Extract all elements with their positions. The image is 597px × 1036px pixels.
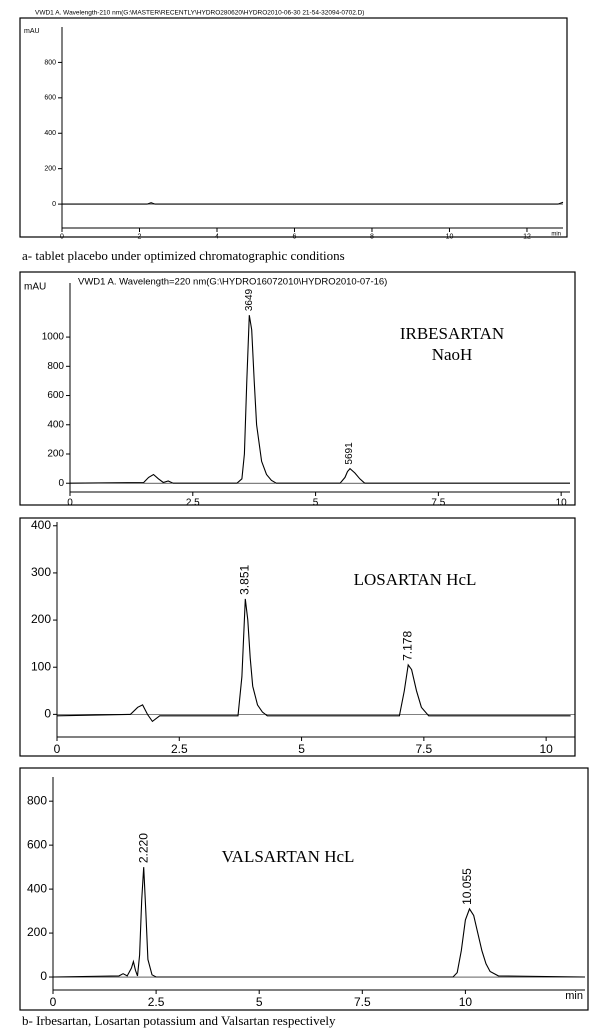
peak-label: 3649: [244, 288, 255, 311]
caption: a- tablet placebo under optimized chroma…: [22, 248, 345, 263]
y-tick-label: 0: [40, 969, 47, 983]
y-tick-label: 100: [31, 659, 51, 673]
trace: [56, 598, 571, 723]
x-tick-label: 2.5: [186, 498, 200, 509]
x-tick-label: 8: [370, 233, 374, 240]
panel-frame: [19, 517, 576, 757]
x-tick-label: 5: [313, 498, 319, 509]
x-tick-label: 7.5: [431, 498, 445, 509]
trace: [69, 315, 570, 484]
x-tick-label: 2: [138, 233, 142, 240]
chart-title: VWD1 A. Wavelength-210 nm(G:\MASTER\RECE…: [35, 10, 364, 17]
panel-frame: [19, 271, 576, 506]
y-tick-label: 800: [47, 361, 64, 372]
peak-label: 7.178: [400, 631, 414, 661]
x-tick-label: 0: [60, 233, 64, 240]
chart-title: VWD1 A. Wavelength=220 nm(G:\HYDRO160720…: [78, 277, 387, 288]
x-tick-label: 5: [298, 742, 305, 756]
x-tick-label: 10: [556, 498, 568, 509]
x-tick-label: 7.5: [416, 742, 433, 756]
y-tick-label: 300: [31, 565, 51, 579]
trace: [62, 201, 564, 205]
compound-label: VALSARTAN HcL: [222, 847, 355, 866]
y-tick-label: 200: [31, 612, 51, 626]
x-tick-label: 10: [539, 742, 553, 756]
y-tick-label: 0: [44, 707, 51, 721]
y-tick-label: 1000: [42, 332, 65, 343]
peak-label: 3.851: [238, 564, 252, 594]
panel-frame: [19, 17, 568, 238]
x-tick-label: 4: [215, 233, 219, 240]
compound-label: LOSARTAN HcL: [354, 570, 477, 589]
x-tick-label: 6: [293, 233, 297, 240]
x-axis-label: min: [551, 232, 561, 238]
y-tick-label: 800: [27, 793, 47, 807]
x-tick-label: 10: [446, 233, 454, 240]
compound-label: IRBESARTAN: [400, 324, 504, 343]
y-tick-label: 600: [27, 837, 47, 851]
peak-label: 5691: [344, 442, 355, 465]
y-tick-label: 200: [27, 925, 47, 939]
y-tick-label: 200: [44, 166, 56, 173]
x-tick-label: 10: [459, 995, 473, 1009]
y-tick-label: 800: [44, 59, 56, 66]
x-tick-label: 5: [256, 995, 263, 1009]
y-tick-label: 400: [47, 419, 64, 430]
y-tick-label: 400: [44, 130, 56, 137]
trace: [52, 867, 586, 978]
y-tick-label: 400: [31, 518, 51, 532]
panel-frame: [19, 767, 589, 1011]
x-tick-label: 2.5: [148, 995, 165, 1009]
y-axis-label: mAU: [24, 28, 40, 35]
x-tick-label: 0: [67, 498, 73, 509]
y-tick-label: 0: [58, 478, 64, 489]
x-axis-label: min: [565, 990, 583, 1002]
peak-label: 2.220: [137, 833, 151, 863]
x-tick-label: 12: [523, 233, 531, 240]
y-tick-label: 0: [52, 201, 56, 208]
y-tick-label: 400: [27, 881, 47, 895]
x-tick-label: 0: [54, 742, 61, 756]
compound-label: NaoH: [432, 345, 473, 364]
caption: b- Irbesartan, Losartan potassium and Va…: [22, 1013, 336, 1028]
x-tick-label: 0: [50, 995, 57, 1009]
x-tick-label: 7.5: [354, 995, 371, 1009]
x-tick-label: 2.5: [171, 742, 188, 756]
y-axis-label: mAU: [24, 282, 46, 293]
y-tick-label: 600: [47, 390, 64, 401]
y-tick-label: 200: [47, 449, 64, 460]
y-tick-label: 600: [44, 95, 56, 102]
peak-label: 10.055: [460, 868, 474, 905]
